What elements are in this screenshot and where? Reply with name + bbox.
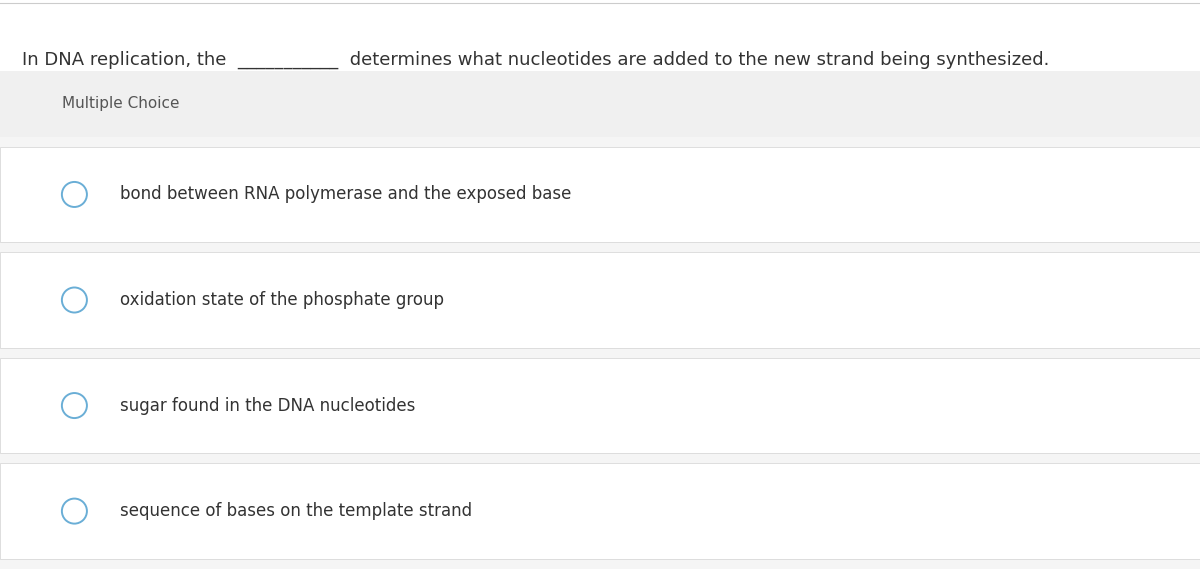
- Text: bond between RNA polymerase and the exposed base: bond between RNA polymerase and the expo…: [120, 185, 571, 204]
- Ellipse shape: [62, 182, 86, 207]
- FancyBboxPatch shape: [0, 147, 1200, 242]
- Text: Multiple Choice: Multiple Choice: [62, 96, 180, 112]
- Text: sugar found in the DNA nucleotides: sugar found in the DNA nucleotides: [120, 397, 415, 415]
- FancyBboxPatch shape: [0, 137, 1200, 147]
- FancyBboxPatch shape: [0, 348, 1200, 358]
- FancyBboxPatch shape: [0, 559, 1200, 569]
- Text: sequence of bases on the template strand: sequence of bases on the template strand: [120, 502, 472, 520]
- Ellipse shape: [62, 498, 86, 523]
- FancyBboxPatch shape: [0, 71, 1200, 137]
- FancyBboxPatch shape: [0, 358, 1200, 453]
- Ellipse shape: [62, 287, 86, 312]
- Text: In DNA replication, the  ___________  determines what nucleotides are added to t: In DNA replication, the ___________ dete…: [22, 51, 1049, 69]
- FancyBboxPatch shape: [0, 463, 1200, 559]
- Ellipse shape: [62, 393, 86, 418]
- Text: oxidation state of the phosphate group: oxidation state of the phosphate group: [120, 291, 444, 309]
- FancyBboxPatch shape: [0, 253, 1200, 348]
- FancyBboxPatch shape: [0, 453, 1200, 463]
- FancyBboxPatch shape: [0, 242, 1200, 253]
